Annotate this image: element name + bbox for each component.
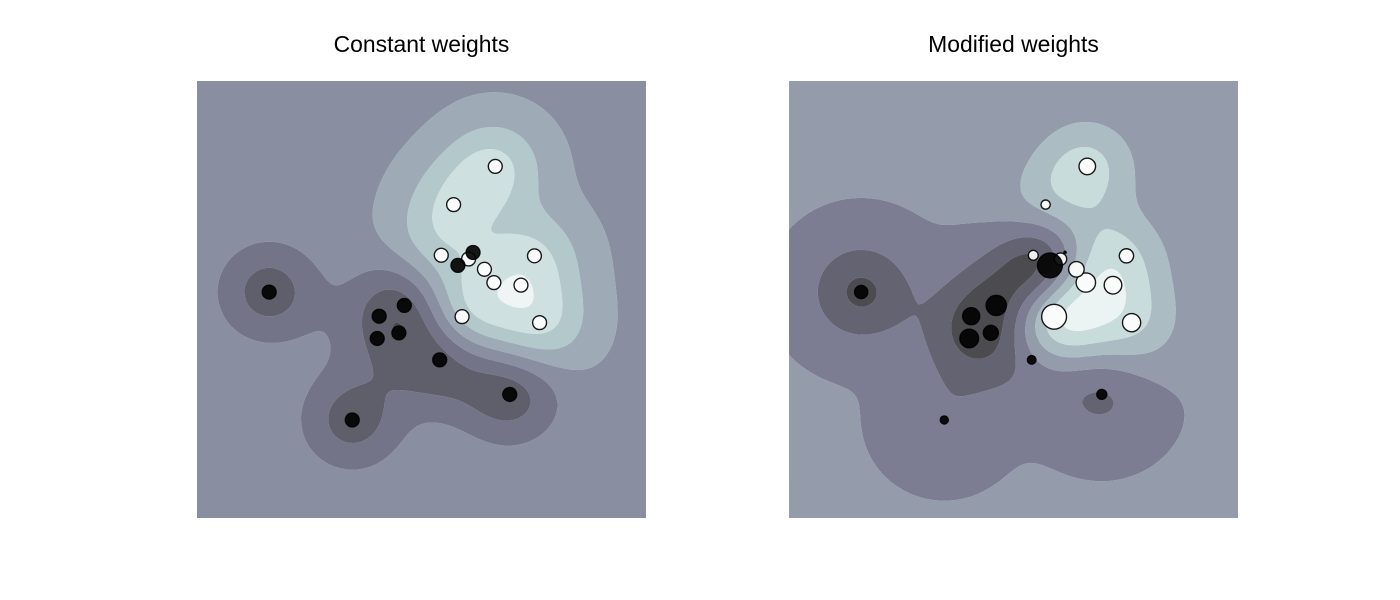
svg-text:Modified weights: Modified weights — [928, 31, 1099, 57]
svg-text:Constant weights: Constant weights — [334, 31, 510, 57]
